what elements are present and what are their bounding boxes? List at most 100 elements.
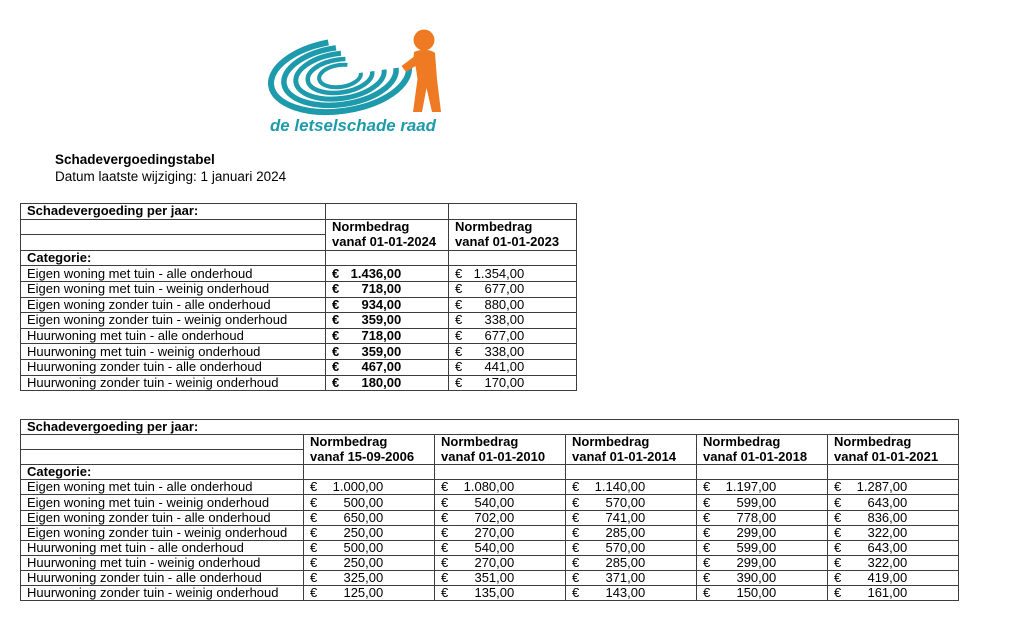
category-cell: Eigen woning zonder tuin - weinig onderh… (20, 312, 326, 329)
category-cell: Eigen woning met tuin - alle onderhoud (20, 265, 326, 282)
euro-sign: € (834, 494, 842, 510)
empty-cell (20, 218, 326, 236)
amount-cell: €1.080,00 (434, 479, 566, 496)
column-header-cell: Normbedrag (565, 434, 697, 450)
logo-graphic: de letselschade raad (268, 29, 441, 135)
amount-value: 250,00 (343, 525, 384, 540)
euro-sign: € (703, 540, 711, 555)
amount-cell: €150,00 (696, 585, 828, 602)
category-cell: Eigen woning zonder tuin - alle onderhou… (20, 296, 326, 314)
amount-cell: €359,00 (325, 343, 449, 360)
amount-value: 441,00 (484, 359, 525, 375)
amount-value: 419,00 (867, 570, 908, 585)
amount-value: 741,00 (605, 510, 646, 525)
euro-sign: € (441, 494, 449, 510)
category-cell: Eigen woning met tuin - weinig onderhoud (20, 494, 304, 511)
amount-cell: €322,00 (826, 554, 960, 571)
euro-sign: € (455, 359, 463, 375)
amount-value: 250,00 (343, 555, 384, 570)
amount-cell: €778,00 (696, 509, 828, 526)
amount-cell: €270,00 (434, 524, 566, 541)
euro-sign: € (441, 510, 449, 525)
euro-sign: € (572, 570, 580, 585)
letselschade-raad-logo: de letselschade raad (265, 24, 445, 139)
table-title-row: Schadevergoeding per jaar: (20, 203, 577, 220)
column-header-row: Normbedrag Normbedrag (20, 218, 577, 236)
amount-value: 643,00 (867, 540, 908, 555)
amount-value: 570,00 (605, 540, 646, 555)
amount-cell: €299,00 (696, 554, 828, 571)
amount-cell: €836,00 (826, 509, 960, 526)
amount-cell: €934,00 (325, 296, 449, 314)
amount-cell: €125,00 (303, 585, 435, 602)
compensation-table-2024-2023: Schadevergoeding per jaar: Normbedrag Norm… (20, 203, 577, 392)
euro-sign: € (834, 570, 842, 585)
column-header-cell: vanaf 01-01-2010 (434, 449, 566, 466)
empty-cell (325, 203, 449, 220)
amount-value: 1.436,00 (350, 265, 402, 281)
logo-text: de letselschade raad (270, 116, 437, 135)
column-header-row: vanaf 15-09-2006 vanaf 01-01-2010 vanaf 01… (20, 449, 960, 466)
amount-value: 338,00 (484, 343, 525, 359)
amount-value: 650,00 (343, 510, 384, 525)
amount-cell: €371,00 (565, 569, 697, 587)
amount-value: 718,00 (361, 281, 402, 297)
amount-value: 270,00 (474, 555, 515, 570)
amount-value: 135,00 (474, 585, 515, 601)
empty-cell (434, 464, 566, 481)
euro-sign: € (441, 555, 449, 570)
category-cell: Huurwoning zonder tuin - weinig onderhou… (20, 585, 304, 602)
empty-cell (20, 434, 304, 451)
amount-cell: €135,00 (434, 585, 566, 602)
amount-cell: €1.354,00 (448, 265, 577, 282)
euro-sign: € (310, 479, 318, 495)
euro-sign: € (441, 479, 449, 495)
amount-value: 143,00 (605, 585, 646, 601)
euro-sign: € (332, 297, 340, 312)
amount-cell: €359,00 (325, 312, 449, 329)
amount-value: 359,00 (361, 343, 402, 359)
table-title-cell: Schadevergoeding per jaar: (20, 203, 326, 220)
euro-sign: € (455, 312, 463, 328)
amount-cell: €1.140,00 (565, 479, 697, 496)
euro-sign: € (703, 570, 711, 585)
euro-sign: € (441, 570, 449, 585)
table-row: Eigen woning met tuin - alle onderhoud €1… (20, 265, 577, 282)
table-title-row: Schadevergoeding per jaar: (19, 418, 960, 436)
amount-value: 351,00 (474, 570, 515, 585)
category-cell: Huurwoning zonder tuin - weinig onderhou… (20, 374, 326, 392)
category-cell: Huurwoning zonder tuin - alle onderhoud (20, 569, 304, 587)
amount-value: 702,00 (474, 510, 515, 525)
euro-sign: € (332, 281, 340, 297)
compensation-table-2006-2021: Schadevergoeding per jaar: Normbedrag Norm… (19, 418, 960, 602)
amount-cell: €643,00 (826, 539, 960, 556)
amount-cell: €441,00 (448, 358, 577, 376)
euro-sign: € (455, 281, 463, 297)
amount-cell: €170,00 (448, 374, 577, 392)
amount-value: 371,00 (605, 570, 646, 585)
amount-cell: €270,00 (434, 554, 566, 571)
amount-cell: €322,00 (826, 524, 960, 541)
column-header-cell: Normbedrag (325, 218, 449, 235)
figure-head (413, 29, 435, 51)
column-header-cell: Normbedrag (826, 434, 960, 450)
euro-sign: € (310, 540, 318, 555)
euro-sign: € (332, 375, 340, 390)
euro-sign: € (310, 494, 318, 510)
column-header-cell: vanaf 15-09-2006 (303, 449, 435, 466)
document-subtitle: Datum laatste wijziging: 1 januari 2024 (55, 169, 287, 184)
amount-cell: €650,00 (303, 509, 435, 526)
document-heading: Schadevergoedingstabel Datum laatste wij… (55, 151, 286, 186)
category-cell: Huurwoning zonder tuin - alle onderhoud (20, 358, 326, 376)
euro-sign: € (703, 555, 711, 570)
amount-cell: €500,00 (303, 494, 435, 511)
amount-value: 285,00 (605, 555, 646, 570)
amount-value: 390,00 (736, 570, 777, 585)
table-row: Huurwoning met tuin - weinig onderhoud €3… (20, 343, 577, 360)
euro-sign: € (441, 585, 449, 601)
column-header-cell: Normbedrag (696, 434, 828, 450)
document-title: Schadevergoedingstabel (55, 152, 215, 167)
amount-cell: €1.436,00 (325, 265, 449, 282)
logo-swirl (268, 37, 412, 115)
amount-cell: €500,00 (303, 539, 435, 556)
